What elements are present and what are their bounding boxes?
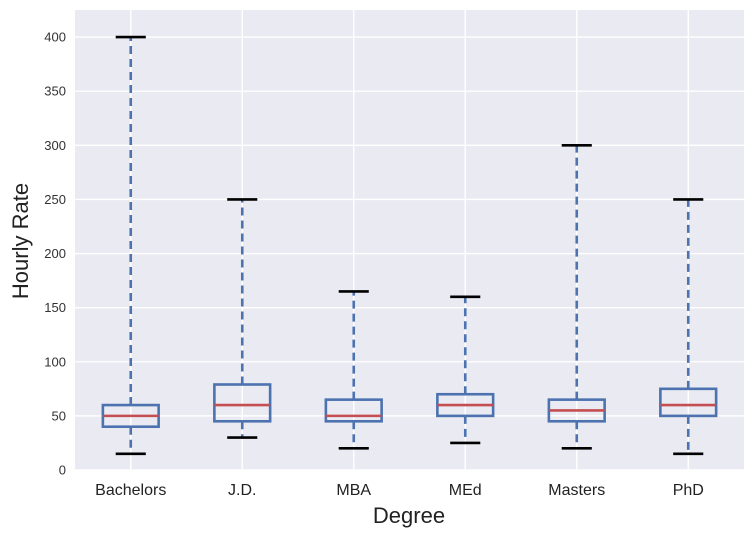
box-mba: [324, 290, 383, 450]
x-tick-label: Masters: [548, 482, 605, 499]
y-tick-label: 50: [52, 408, 66, 423]
x-tick-labels: Bachelors J.D. MBA MEd Masters PhD: [95, 482, 704, 499]
x-axis-label: Degree: [373, 503, 445, 528]
x-tick-label: Bachelors: [95, 482, 166, 499]
x-tick-label: PhD: [673, 482, 704, 499]
boxes-layer: [101, 35, 718, 456]
y-tick-labels: 0 50 100 150 200 250 300 350 400: [44, 30, 66, 478]
y-tick-label: 100: [44, 354, 66, 369]
y-tick-label: 400: [44, 30, 66, 45]
iqr-box: [213, 383, 272, 423]
x-tick-label: MBA: [336, 482, 371, 499]
box-med: [436, 295, 495, 445]
plot-area: [75, 10, 744, 470]
iqr-box: [324, 398, 383, 423]
box-j-d: [213, 198, 272, 439]
y-axis-label: Hourly Rate: [8, 183, 33, 299]
y-tick-label: 200: [44, 246, 66, 261]
x-tick-label: J.D.: [228, 482, 256, 499]
box-bachelors: [101, 35, 160, 456]
y-tick-label: 250: [44, 192, 66, 207]
iqr-box: [659, 387, 718, 418]
y-tick-label: 350: [44, 84, 66, 99]
x-tick-label: MEd: [449, 482, 482, 499]
y-tick-label: 0: [59, 463, 66, 478]
y-tick-label: 300: [44, 138, 66, 153]
y-tick-label: 150: [44, 300, 66, 315]
box-masters: [547, 143, 606, 450]
box-phd: [659, 198, 718, 456]
